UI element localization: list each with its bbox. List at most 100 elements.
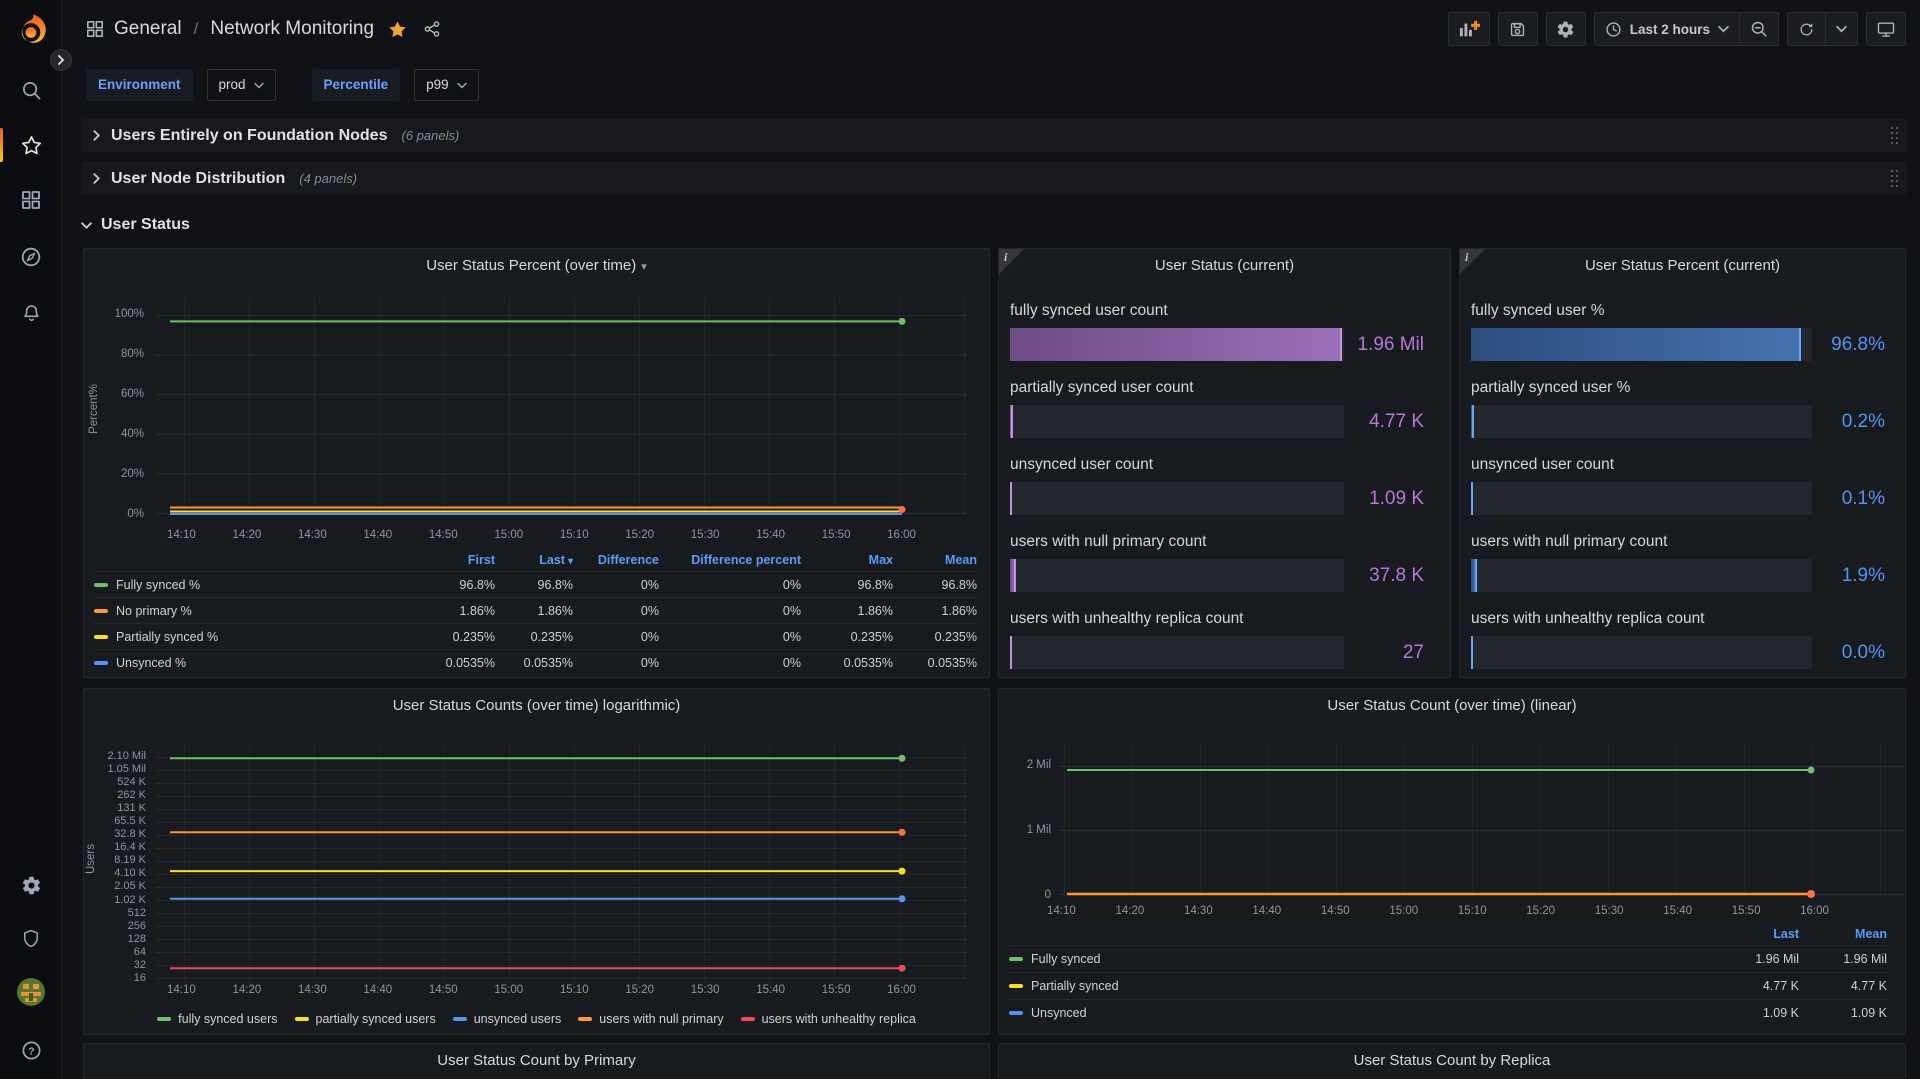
- series-color-swatch: [1009, 1011, 1023, 1015]
- save-dashboard-button[interactable]: [1498, 12, 1538, 46]
- legend-header-max[interactable]: Max: [801, 553, 893, 567]
- series-color-swatch: [453, 1017, 467, 1021]
- panel-info-corner[interactable]: [1460, 249, 1485, 274]
- refresh-group: [1787, 12, 1858, 46]
- cycle-view-mode-button[interactable]: [1866, 12, 1906, 46]
- row-drag-handle[interactable]: [1891, 127, 1893, 129]
- chevron-down-icon: [1836, 25, 1847, 33]
- row-users-entirely-on-foundation-nodes[interactable]: Users Entirely on Foundation Nodes (6 pa…: [81, 119, 1906, 152]
- time-series-canvas: [156, 745, 966, 985]
- sidebar-search-button[interactable]: [0, 70, 62, 110]
- gauge-bar: [1010, 636, 1344, 669]
- chevron-right-icon: [91, 173, 102, 184]
- legend-row: No primary % 1.86% 1.86% 0% 0% 1.86% 1.8…: [94, 597, 977, 623]
- refresh-interval-dropdown[interactable]: [1826, 13, 1857, 45]
- legend-item[interactable]: users with null primary: [578, 1012, 723, 1026]
- sidebar-help-button[interactable]: ?: [0, 1030, 62, 1070]
- breadcrumb-section[interactable]: General: [114, 18, 182, 40]
- legend-header-last[interactable]: Last: [1711, 927, 1799, 941]
- legend-table: First Last▾ Difference Difference percen…: [94, 549, 977, 675]
- legend-series-name[interactable]: No primary %: [94, 604, 407, 618]
- sidebar-dashboards-button[interactable]: [0, 180, 62, 220]
- sidebar-starred-button[interactable]: [0, 125, 62, 165]
- star-icon: [21, 135, 42, 156]
- legend-value: 96.8%: [407, 578, 495, 592]
- legend-item[interactable]: users with unhealthy replica: [741, 1012, 916, 1026]
- legend-table: Last Mean Fully synced 1.96 Mil 1.96 Mil…: [1009, 923, 1887, 1026]
- sidebar-admin-button[interactable]: [0, 918, 62, 958]
- chevron-down-icon: [254, 82, 264, 89]
- gauge-bar: [1010, 328, 1344, 361]
- sidebar-alerting-button[interactable]: [0, 293, 62, 333]
- favorite-star-icon[interactable]: [388, 20, 407, 39]
- refresh-button[interactable]: [1788, 13, 1825, 45]
- dashboard-grid-icon[interactable]: [86, 20, 104, 38]
- panel-title[interactable]: User Status Percent (current): [1490, 257, 1875, 274]
- series-end-dot: [899, 506, 906, 513]
- legend-series-name[interactable]: Unsynced %: [94, 656, 407, 670]
- panel-title[interactable]: User Status (current): [1029, 257, 1420, 274]
- legend-value: 1.86%: [495, 604, 573, 618]
- series-color-swatch: [94, 583, 108, 587]
- sidebar-user-avatar[interactable]: [0, 972, 62, 1012]
- legend-series-name[interactable]: Fully synced %: [94, 578, 407, 592]
- panel-title[interactable]: User Status Counts (over time) logarithm…: [114, 697, 959, 714]
- row-user-node-distribution[interactable]: User Node Distribution (4 panels): [81, 162, 1906, 195]
- panel-title[interactable]: User Status Count by Replica: [1029, 1052, 1875, 1069]
- legend-header-mean[interactable]: Mean: [893, 553, 977, 567]
- grafana-logo-icon[interactable]: [13, 12, 49, 48]
- legend-header-mean[interactable]: Mean: [1799, 927, 1887, 941]
- series-color-swatch: [741, 1017, 755, 1021]
- percentile-variable-value[interactable]: p99: [414, 69, 479, 101]
- panel-info-corner[interactable]: [999, 249, 1024, 274]
- legend-value: 1.86%: [801, 604, 893, 618]
- legend-series-name[interactable]: Fully synced: [1009, 952, 1711, 966]
- environment-variable-label[interactable]: Environment: [86, 69, 193, 101]
- legend-value: 0%: [573, 604, 659, 618]
- percentile-variable-label[interactable]: Percentile: [312, 69, 401, 101]
- time-series-canvas: [1059, 744, 1904, 904]
- add-panel-icon: [1458, 19, 1480, 39]
- row-user-status[interactable]: User Status: [81, 208, 190, 242]
- breadcrumb: General / Network Monitoring: [86, 0, 441, 58]
- panel-title[interactable]: User Status Percent (over time)▾: [114, 257, 959, 274]
- legend-value: 0.0535%: [893, 656, 977, 670]
- dashboard-settings-button[interactable]: [1546, 12, 1586, 46]
- legend-item[interactable]: unsynced users: [453, 1012, 562, 1026]
- chevron-down-icon: [1718, 25, 1729, 33]
- gauge-label: users with null primary count: [1010, 533, 1206, 551]
- time-range-picker[interactable]: Last 2 hours: [1595, 13, 1739, 45]
- add-panel-button[interactable]: [1448, 12, 1490, 46]
- y-axis-ticks: 2 Mil1 Mil0: [999, 759, 1051, 901]
- panel-title[interactable]: User Status Count by Primary: [114, 1052, 959, 1069]
- legend-header-difference[interactable]: Difference: [573, 553, 659, 567]
- legend-value: 1.96 Mil: [1799, 952, 1887, 966]
- legend-value: 1.96 Mil: [1711, 952, 1799, 966]
- breadcrumb-page-title[interactable]: Network Monitoring: [210, 18, 374, 40]
- zoom-out-time-button[interactable]: [1740, 13, 1778, 45]
- gauge-label: users with null primary count: [1471, 533, 1667, 551]
- legend-header-last[interactable]: Last▾: [495, 553, 573, 567]
- row-drag-handle[interactable]: [1891, 170, 1893, 172]
- sidebar-configuration-button[interactable]: [0, 865, 62, 905]
- legend-series-name[interactable]: Unsynced: [1009, 1006, 1711, 1020]
- share-icon[interactable]: [423, 20, 441, 38]
- environment-variable-value[interactable]: prod: [207, 69, 276, 101]
- sidebar-explore-button[interactable]: [0, 237, 62, 277]
- legend-series-name[interactable]: Partially synced %: [94, 630, 407, 644]
- panel-title[interactable]: User Status Count (over time) (linear): [1029, 697, 1875, 714]
- gauge-value: 96.8%: [1775, 334, 1885, 356]
- legend-item[interactable]: partially synced users: [295, 1012, 436, 1026]
- legend-value: 0.235%: [495, 630, 573, 644]
- percentile-value-text: p99: [426, 70, 449, 100]
- legend-header-difference-percent[interactable]: Difference percent: [659, 553, 801, 567]
- gauge-value: 4.77 K: [1314, 411, 1424, 433]
- legend-header-first[interactable]: First: [407, 553, 495, 567]
- legend-value: 1.86%: [893, 604, 977, 618]
- series-end-dot: [899, 318, 906, 325]
- row-title: Users Entirely on Foundation Nodes: [111, 127, 387, 145]
- legend-item[interactable]: fully synced users: [157, 1012, 277, 1026]
- save-icon: [1508, 20, 1527, 39]
- legend-series-name[interactable]: Partially synced: [1009, 979, 1711, 993]
- sidebar-expand-button[interactable]: [50, 49, 72, 71]
